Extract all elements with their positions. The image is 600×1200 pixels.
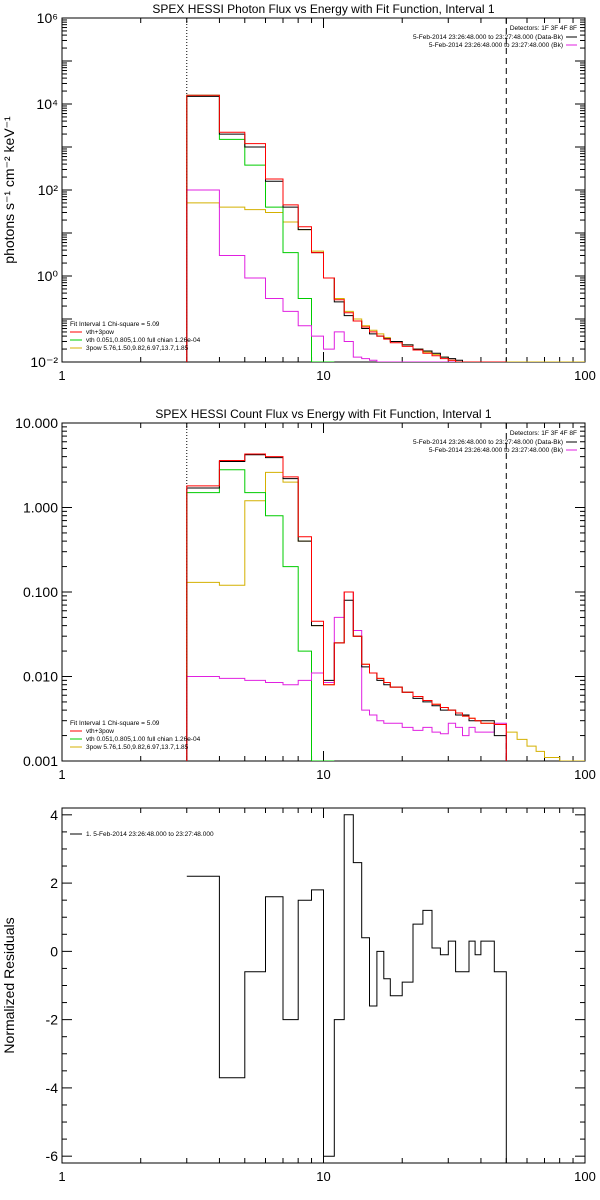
chart-3: 1 10 100 -6 -4 -2 0 2 4 Normalized Residuals 1. 5-… [1, 807, 596, 1184]
legend-label: 3pow 5.76,1.50,9.82,6.97,13.7,1.85 [86, 345, 189, 352]
series-line [186, 591, 507, 761]
legend-header: Detectors: 1F 3F 4F 8F [510, 25, 577, 32]
y-tick-label: 1.000 [23, 500, 58, 516]
y-tick-label: 2 [50, 875, 58, 891]
y-tick-label: 10² [38, 182, 59, 198]
x-tick-label: 10 [316, 368, 330, 383]
x-tick-label: 100 [574, 1169, 596, 1184]
y-tick-label: 10⁰ [37, 268, 59, 284]
legend-label: vth+3pow [86, 329, 114, 336]
series-line [186, 453, 507, 761]
legend-label: 5-Feb-2014 23:26:48.000 to 23:27:48.000 … [429, 447, 563, 454]
legend-label: 5-Feb-2014 23:26:48.000 to 23:27:48.000 … [429, 42, 563, 49]
series-line [186, 471, 585, 761]
legend-label: 3pow 5.76,1.50,9.82,6.97,13.7,1.85 [86, 744, 189, 751]
y-tick-label: -6 [46, 1148, 59, 1164]
x-tick-label: 1 [58, 1169, 65, 1184]
chart-1: SPEX HESSI Photon Flux vs Energy with Fi… [1, 2, 596, 383]
x-tick-label: 10 [316, 767, 330, 782]
series-line [186, 94, 335, 362]
legend-header: Detectors: 1F 3F 4F 8F [510, 430, 577, 437]
legend-label: 5-Feb-2014 23:26:48.000 to 23:27:48.000 … [413, 34, 563, 41]
y-tick-label: 0.100 [23, 584, 58, 600]
x-tick-label: 1 [58, 368, 65, 383]
y-tick-label: 4 [50, 807, 58, 823]
y-tick-label: 0.010 [23, 669, 58, 685]
y-axis-label: Normalized Residuals [1, 917, 17, 1053]
y-tick-label: 10⁴ [36, 96, 58, 112]
y-tick-label: -2 [46, 1012, 59, 1028]
series-line [186, 189, 507, 362]
x-tick-label: 1 [58, 767, 65, 782]
series-line [186, 814, 507, 1163]
series-line [186, 95, 507, 362]
legend-label: 5-Feb-2014 23:26:48.000 to 23:27:48.000 … [413, 439, 563, 446]
x-tick-label: 100 [574, 767, 596, 782]
x-tick-label: 100 [574, 368, 596, 383]
x-tick-label: 10 [316, 1169, 330, 1184]
chart-title: SPEX HESSI Count Flux vs Energy with Fit… [155, 407, 491, 421]
legend-label: vth 0.051,0.805,1.00 full chian 1.26e-04 [86, 736, 201, 743]
y-tick-label: 10.000 [15, 415, 58, 431]
y-tick-label: 0.001 [23, 753, 58, 769]
legend-header: Fit Interval 1 Chi-square = 5.09 [70, 720, 160, 727]
legend-label: 1. 5-Feb-2014 23:26:48.000 to 23:27:48.0… [86, 831, 214, 838]
legend-header: Fit Interval 1 Chi-square = 5.09 [70, 321, 160, 328]
series-line [186, 454, 507, 761]
series-line [186, 94, 507, 362]
chart-2: SPEX HESSI Count Flux vs Energy with Fit… [15, 407, 596, 782]
chart-title: SPEX HESSI Photon Flux vs Energy with Fi… [152, 2, 494, 16]
legend-label: vth+3pow [86, 728, 114, 735]
y-axis-label: photons s⁻¹ cm⁻² keV⁻¹ [1, 116, 17, 264]
legend-label: vth 0.051,0.805,1.00 full chian 1.26e-04 [86, 337, 201, 344]
y-tick-label: 10⁻² [30, 354, 58, 370]
y-tick-label: -4 [46, 1080, 59, 1096]
y-tick-label: 0 [50, 943, 58, 959]
series-line [186, 469, 335, 761]
y-tick-label: 10⁶ [37, 10, 58, 26]
